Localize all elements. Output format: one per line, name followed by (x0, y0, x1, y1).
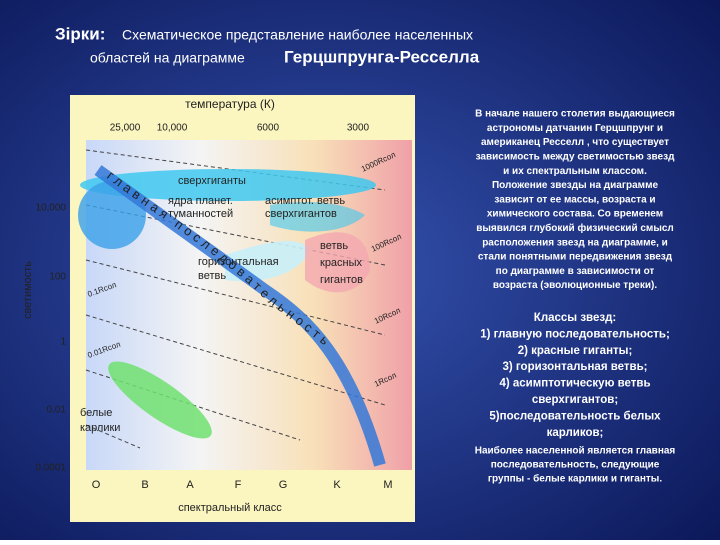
agb-region (270, 202, 365, 232)
class-line: 5)последовательность белых (489, 410, 661, 422)
region-label: асимптот. ветвь (265, 195, 345, 207)
class-line: Классы звезд: (534, 312, 616, 324)
region-label: горизонтальная (198, 256, 279, 268)
spectral-class: A (186, 479, 194, 491)
paragraph-line: последовательность, следующие (491, 460, 660, 471)
paragraph-line: американец Ресселл , что существует (481, 137, 669, 148)
top-axis-label: температура (К) (185, 97, 275, 111)
class-line: 2) красные гиганты; (518, 345, 633, 357)
spectral-class: B (141, 479, 148, 491)
temperature-label: 6000 (257, 123, 280, 134)
region-label: белые (80, 407, 112, 419)
region-label: ядра планет. (168, 195, 233, 207)
class-line: 3) горизонтальная ветвь; (503, 361, 648, 373)
region-label: сверхгиганты (178, 175, 246, 187)
paragraph-line: группы - белые карлики и гиганты. (488, 473, 662, 485)
paragraph-line: и их спектральным классом. (503, 166, 647, 177)
class-line: сверхгигантов; (532, 394, 618, 406)
title-prefix: Зірки: (55, 24, 105, 43)
region-label: сверхгигантов (265, 208, 337, 220)
temperature-label: 3000 (347, 123, 370, 134)
paragraph-line: химического состава. Со временем (487, 209, 663, 220)
title-line: Схематическое представление наиболее нас… (122, 27, 473, 43)
title-line: Герцшпрунга-Ресселла (284, 47, 480, 66)
luminosity-label: 10,000 (35, 203, 66, 214)
paragraph-line: Наиболее населенной является главная (475, 445, 676, 457)
paragraph-line: стали понятными передвижения звезд (478, 252, 673, 263)
spectral-class: M (383, 479, 392, 491)
class-line: карликов; (547, 427, 604, 439)
paragraph-line: выявился глубокий физический смысл (476, 222, 674, 234)
region-label: ветвь (198, 270, 226, 282)
region-label: ветвь (320, 240, 348, 252)
y-axis-label: светимость (22, 261, 34, 319)
paragraph-line: Положение звезды на диаграмме (492, 180, 659, 191)
spectral-class: O (92, 479, 101, 491)
spectral-class: G (279, 479, 288, 491)
region-label: гигантов (320, 274, 363, 286)
spectral-class: K (333, 479, 341, 491)
class-line: 4) асимптотическую ветвь (499, 378, 650, 390)
luminosity-label: 0.0001 (35, 463, 66, 474)
spectral-class: F (235, 479, 242, 491)
region-label: туманностей (168, 208, 233, 220)
paragraph-line: по диаграмме в зависимости от (496, 266, 655, 277)
paragraph-line: зависимость между светимостью звезд (476, 152, 675, 163)
paragraph-line: зависит от ее массы, возраста и (494, 194, 655, 205)
title-line: областей на диаграмме (90, 50, 245, 66)
region-label: красных (320, 257, 363, 269)
paragraph-line: возраста (эволюционные треки). (493, 280, 657, 291)
paragraph-line: расположения звезд на диаграмме, и (482, 237, 668, 248)
paragraph-line: В начале нашего столетия выдающиеся (475, 109, 675, 120)
red-giants-region (305, 232, 370, 293)
supergiants-region (80, 169, 376, 201)
paragraph-line: астрономы датчанин Герцшпрунг и (487, 123, 663, 134)
white-dwarfs-region (108, 361, 212, 439)
temperature-label: 10,000 (157, 123, 188, 134)
class-line: 1) главную последовательность; (480, 328, 670, 340)
temperature-label: 25,000 (110, 123, 141, 134)
luminosity-label: 100 (49, 272, 66, 283)
luminosity-label: 0.01 (47, 405, 67, 416)
region-label: карлики (80, 422, 120, 434)
main-sequence-band (94, 165, 386, 467)
x-axis-label: спектральный класс (178, 502, 282, 514)
luminosity-label: 1 (60, 337, 66, 348)
